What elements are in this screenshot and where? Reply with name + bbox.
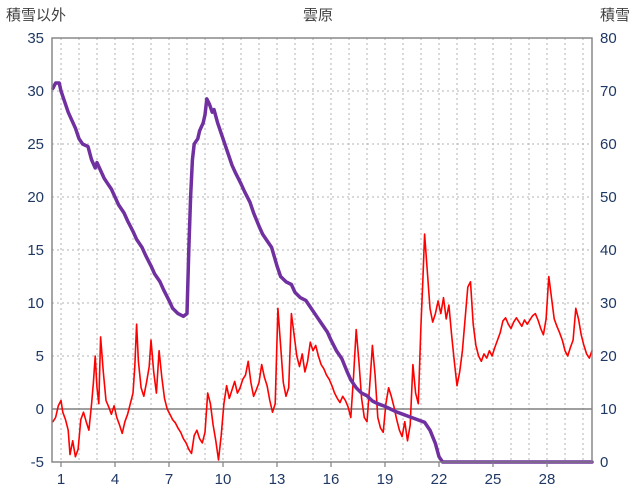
x-tick-label: 7 xyxy=(165,471,173,488)
series-snow xyxy=(51,81,594,464)
x-tick-label: 22 xyxy=(431,471,448,488)
plot-border xyxy=(51,37,593,463)
y-right-tick-label: 40 xyxy=(600,242,617,259)
y-left-tick-label: 35 xyxy=(27,30,44,47)
gridlines xyxy=(52,38,592,462)
y-right-tick-label: 50 xyxy=(600,189,617,206)
y-left-tick-label: 5 xyxy=(36,348,44,365)
x-tick-label: 19 xyxy=(377,471,394,488)
y-left-tick-label: 25 xyxy=(27,136,44,153)
chart-title: 雲原 xyxy=(302,7,333,24)
y-left-tick-label: 30 xyxy=(27,83,44,100)
right-axis-title: 積雪 xyxy=(599,7,630,24)
series-non-snow xyxy=(52,233,593,461)
x-tick-label: 1 xyxy=(57,471,65,488)
y-left-tick-label: 10 xyxy=(27,295,44,312)
y-right-tick-label: 0 xyxy=(600,454,608,471)
y-right-tick-label: 20 xyxy=(600,348,617,365)
y-right-tick-label: 10 xyxy=(600,401,617,418)
y-right-tick-label: 80 xyxy=(600,30,617,47)
x-axis-ticks: 1 4 7 10 13 16 19 22 25 28 xyxy=(57,462,556,488)
x-tick-label: 10 xyxy=(215,471,232,488)
y-right-tick-label: 30 xyxy=(600,295,617,312)
x-tick-label: 13 xyxy=(269,471,286,488)
x-tick-label: 25 xyxy=(485,471,502,488)
y-right-tick-label: 70 xyxy=(600,83,617,100)
x-tick-label: 28 xyxy=(539,471,556,488)
y-left-tick-label: 20 xyxy=(27,189,44,206)
y-left-tick-label: 15 xyxy=(27,242,44,259)
y-right-tick-label: 60 xyxy=(600,136,617,153)
right-axis-tick-labels: 80 70 60 50 40 30 20 10 0 xyxy=(600,30,617,471)
x-tick-label: 4 xyxy=(111,471,119,488)
y-left-tick-label: -5 xyxy=(31,454,44,471)
x-tick-label: 16 xyxy=(323,471,340,488)
left-axis-title: 積雪以外 xyxy=(6,7,67,24)
left-axis-tick-labels: 35 30 25 20 15 10 5 0 -5 xyxy=(27,30,44,471)
y-left-tick-label: 0 xyxy=(36,401,44,418)
